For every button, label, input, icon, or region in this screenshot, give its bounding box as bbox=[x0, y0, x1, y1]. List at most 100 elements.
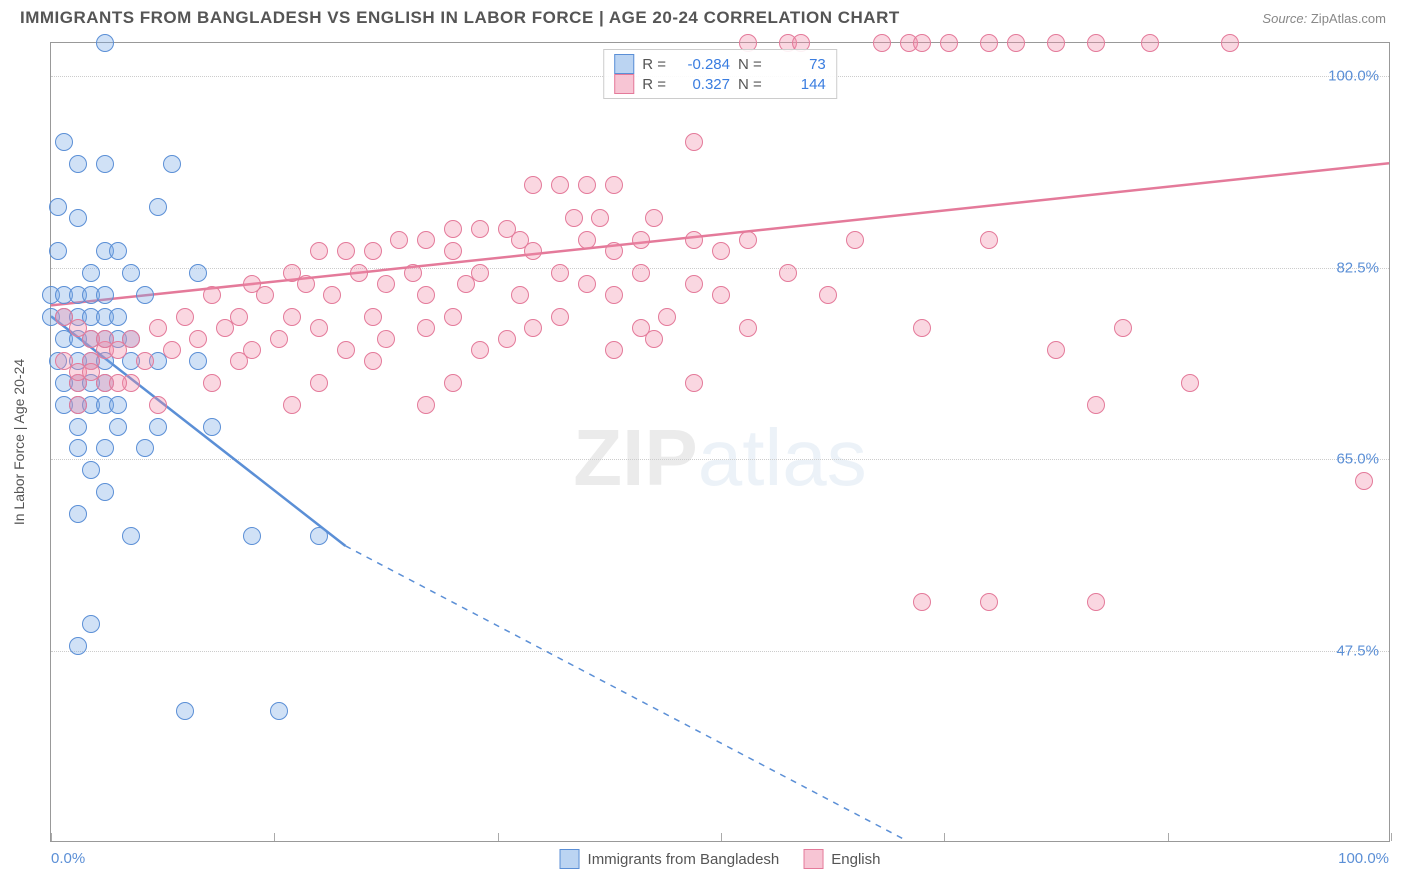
data-point bbox=[82, 461, 100, 479]
data-point bbox=[270, 702, 288, 720]
data-point bbox=[364, 242, 382, 260]
data-point bbox=[96, 483, 114, 501]
data-point bbox=[189, 330, 207, 348]
legend-swatch bbox=[803, 849, 823, 869]
stat-legend: R =-0.284N =73R =0.327N =144 bbox=[603, 49, 837, 99]
data-point bbox=[203, 286, 221, 304]
gridline bbox=[51, 459, 1389, 460]
data-point bbox=[69, 637, 87, 655]
data-point bbox=[149, 319, 167, 337]
data-point bbox=[739, 231, 757, 249]
data-point bbox=[69, 209, 87, 227]
y-tick-label: 47.5% bbox=[1336, 643, 1379, 660]
data-point bbox=[457, 275, 475, 293]
watermark-bold: ZIP bbox=[573, 413, 697, 502]
data-point bbox=[96, 286, 114, 304]
data-point bbox=[136, 352, 154, 370]
data-point bbox=[913, 34, 931, 52]
data-point bbox=[444, 374, 462, 392]
r-label: R = bbox=[642, 76, 666, 93]
data-point bbox=[685, 275, 703, 293]
data-point bbox=[417, 286, 435, 304]
data-point bbox=[109, 396, 127, 414]
data-point bbox=[109, 418, 127, 436]
data-point bbox=[417, 319, 435, 337]
legend-item: Immigrants from Bangladesh bbox=[560, 849, 780, 869]
data-point bbox=[980, 34, 998, 52]
data-point bbox=[149, 418, 167, 436]
data-point bbox=[364, 352, 382, 370]
chart-title: IMMIGRANTS FROM BANGLADESH VS ENGLISH IN… bbox=[20, 8, 900, 28]
data-point bbox=[96, 439, 114, 457]
data-point bbox=[377, 330, 395, 348]
data-point bbox=[685, 133, 703, 151]
data-point bbox=[122, 264, 140, 282]
data-point bbox=[980, 231, 998, 249]
data-point bbox=[310, 527, 328, 545]
data-point bbox=[1087, 34, 1105, 52]
gridline bbox=[51, 651, 1389, 652]
data-point bbox=[390, 231, 408, 249]
data-point bbox=[632, 231, 650, 249]
data-point bbox=[578, 231, 596, 249]
data-point bbox=[605, 286, 623, 304]
data-point bbox=[605, 176, 623, 194]
x-tick bbox=[274, 833, 275, 841]
data-point bbox=[189, 352, 207, 370]
data-point bbox=[524, 242, 542, 260]
data-point bbox=[216, 319, 234, 337]
data-point bbox=[913, 319, 931, 337]
x-tick bbox=[51, 833, 52, 841]
data-point bbox=[163, 155, 181, 173]
data-point bbox=[243, 527, 261, 545]
chart-plot-area: In Labor Force | Age 20-24 ZIPatlas 47.5… bbox=[50, 42, 1390, 842]
data-point bbox=[122, 527, 140, 545]
data-point bbox=[256, 286, 274, 304]
x-axis-min-label: 0.0% bbox=[51, 850, 85, 867]
legend-swatch bbox=[614, 54, 634, 74]
data-point bbox=[591, 209, 609, 227]
data-point bbox=[189, 264, 207, 282]
data-point bbox=[444, 242, 462, 260]
data-point bbox=[283, 396, 301, 414]
data-point bbox=[49, 198, 67, 216]
data-point bbox=[337, 242, 355, 260]
bottom-legend: Immigrants from Bangladesh English bbox=[560, 849, 881, 869]
stat-legend-row: R =0.327N =144 bbox=[614, 74, 826, 94]
data-point bbox=[712, 286, 730, 304]
data-point bbox=[578, 176, 596, 194]
data-point bbox=[1047, 34, 1065, 52]
data-point bbox=[524, 319, 542, 337]
data-point bbox=[444, 308, 462, 326]
data-point bbox=[203, 374, 221, 392]
y-tick-label: 100.0% bbox=[1328, 67, 1379, 84]
data-point bbox=[310, 319, 328, 337]
data-point bbox=[69, 505, 87, 523]
watermark-thin: atlas bbox=[698, 413, 867, 502]
data-point bbox=[632, 264, 650, 282]
data-point bbox=[685, 231, 703, 249]
source-label: Source: bbox=[1262, 11, 1307, 26]
data-point bbox=[779, 264, 797, 282]
data-point bbox=[109, 242, 127, 260]
data-point bbox=[149, 198, 167, 216]
data-point bbox=[940, 34, 958, 52]
data-point bbox=[136, 439, 154, 457]
data-point bbox=[109, 308, 127, 326]
data-point bbox=[377, 275, 395, 293]
legend-label: English bbox=[831, 851, 880, 868]
data-point bbox=[270, 330, 288, 348]
data-point bbox=[136, 286, 154, 304]
r-label: R = bbox=[642, 56, 666, 73]
data-point bbox=[176, 702, 194, 720]
data-point bbox=[350, 264, 368, 282]
data-point bbox=[498, 330, 516, 348]
data-point bbox=[739, 319, 757, 337]
data-point bbox=[337, 341, 355, 359]
data-point bbox=[69, 155, 87, 173]
data-point bbox=[69, 418, 87, 436]
data-point bbox=[176, 308, 194, 326]
n-label: N = bbox=[738, 56, 762, 73]
data-point bbox=[658, 308, 676, 326]
data-point bbox=[1221, 34, 1239, 52]
